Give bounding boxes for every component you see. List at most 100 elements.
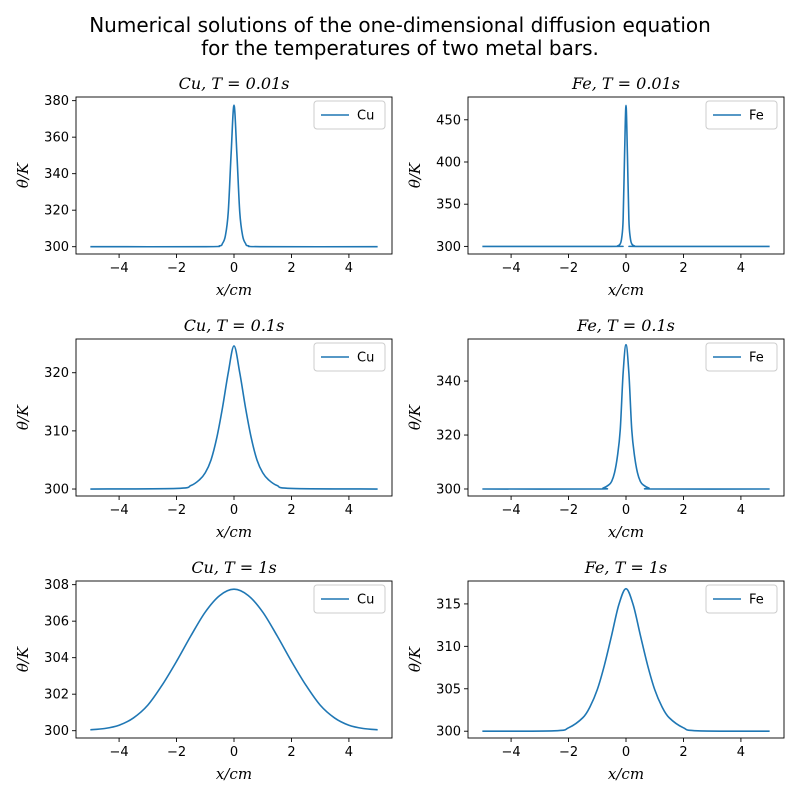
y-axis-label: θ/K: [406, 646, 424, 672]
legend-box: [705, 342, 778, 372]
y-tick-label: 306: [44, 615, 69, 630]
y-tick-label: 340: [44, 167, 69, 182]
x-axis-label: x/cm: [216, 765, 252, 783]
y-tick-label: 350: [436, 198, 461, 213]
y-tick-label: 310: [44, 424, 69, 439]
legend: Fe: [705, 342, 778, 372]
x-tick-label: 4: [345, 261, 353, 276]
x-tick-label: 2: [679, 745, 687, 760]
series-line-cu: [90, 345, 378, 490]
x-tick-label: 0: [622, 503, 630, 518]
subplot-title: Cu, T = 1s: [191, 558, 276, 577]
y-axis-label: θ/K: [406, 162, 424, 188]
y-tick-label: 302: [44, 688, 69, 703]
series-line-cu: [90, 104, 378, 248]
x-tick-label: −2: [167, 745, 186, 760]
x-tick-label: 0: [230, 745, 238, 760]
x-tick-label: −2: [167, 261, 186, 276]
x-axis-label: x/cm: [608, 281, 644, 299]
y-tick-label: 310: [436, 640, 461, 655]
x-tick-label: 2: [287, 745, 295, 760]
x-tick-label: −2: [167, 503, 186, 518]
series-line-fe: [482, 587, 770, 733]
legend-box: [313, 342, 386, 372]
x-tick-label: −4: [110, 503, 129, 518]
series-line-fe: [482, 343, 770, 490]
legend: Cu: [313, 100, 386, 130]
subplot-title: Fe, T = 0.01s: [571, 74, 680, 93]
subplot-title: Fe, T = 0.1s: [576, 316, 675, 335]
y-axis-label: θ/K: [406, 404, 424, 430]
subplot-5: Cu, T = 1s −4 −2 0 2 4 300 302 304 306 308 x/cm θ/K C…: [14, 558, 393, 783]
legend-box: [313, 584, 386, 614]
x-tick-label: 4: [345, 745, 353, 760]
legend: Cu: [313, 584, 386, 614]
legend: Fe: [705, 584, 778, 614]
x-axis-label: x/cm: [608, 523, 644, 541]
y-tick-label: 360: [44, 131, 69, 146]
y-tick-label: 304: [44, 651, 69, 666]
y-tick-label: 315: [436, 597, 461, 612]
legend-box: [705, 100, 778, 130]
y-axis-label: θ/K: [14, 162, 32, 188]
subplot-6: Fe, T = 1s −4 −2 0 2 4 300 305 310 315 x/cm θ/K Fe: [406, 558, 785, 783]
x-tick-label: −4: [502, 261, 521, 276]
y-axis-label: θ/K: [14, 404, 32, 430]
legend-box: [705, 584, 778, 614]
x-tick-label: −2: [559, 745, 578, 760]
subplot-3: Cu, T = 0.1s −4 −2 0 2 4 300 310 320 x/cm θ/K Cu: [14, 316, 393, 541]
subplot-4: Fe, T = 0.1s −4 −2 0 2 4 300 320 340 x/cm θ/K Fe: [406, 316, 785, 541]
legend: Fe: [705, 100, 778, 130]
x-tick-label: 4: [737, 503, 745, 518]
y-axis-label: θ/K: [14, 646, 32, 672]
x-tick-label: 2: [287, 503, 295, 518]
x-axis-label: x/cm: [608, 765, 644, 783]
x-tick-label: 0: [230, 503, 238, 518]
legend-label: Fe: [749, 593, 764, 608]
legend-box: [313, 100, 386, 130]
y-tick-label: 308: [44, 578, 69, 593]
y-tick-label: 320: [436, 429, 461, 444]
x-tick-label: −4: [502, 745, 521, 760]
y-tick-label: 300: [436, 240, 461, 255]
x-axis-label: x/cm: [216, 281, 252, 299]
y-tick-label: 320: [44, 204, 69, 219]
figure-suptitle-line-1: Numerical solutions of the one-dimension…: [89, 13, 711, 37]
legend-label: Cu: [357, 593, 374, 608]
x-tick-label: −2: [559, 261, 578, 276]
x-tick-label: 4: [345, 503, 353, 518]
x-tick-label: 0: [622, 745, 630, 760]
x-tick-label: −4: [502, 503, 521, 518]
subplot-title: Cu, T = 0.1s: [184, 316, 285, 335]
y-tick-label: 340: [436, 375, 461, 390]
legend: Cu: [313, 342, 386, 372]
x-tick-label: 4: [737, 745, 745, 760]
y-tick-label: 300: [436, 482, 461, 497]
subplot-1: Cu, T = 0.01s −4 −2 0 2 4 300 320 340 360 380 x/cm θ…: [14, 74, 393, 299]
y-tick-label: 305: [436, 682, 461, 697]
x-tick-label: −2: [559, 503, 578, 518]
x-tick-label: 0: [622, 261, 630, 276]
subplot-2: Fe, T = 0.01s −4 −2 0 2 4 300 350 400 450 x/cm θ/K F…: [406, 74, 785, 299]
legend-label: Fe: [749, 109, 764, 124]
x-tick-label: 0: [230, 261, 238, 276]
x-tick-label: 2: [679, 261, 687, 276]
x-tick-label: 4: [737, 261, 745, 276]
series-line-cu: [90, 588, 378, 731]
y-tick-label: 300: [44, 724, 69, 739]
y-tick-label: 450: [436, 113, 461, 128]
subplot-grid: Cu, T = 0.01s −4 −2 0 2 4 300 320 340 360 380 x/cm θ…: [14, 74, 785, 783]
legend-label: Cu: [357, 351, 374, 366]
subplot-title: Cu, T = 0.01s: [179, 74, 290, 93]
subplot-title: Fe, T = 1s: [584, 558, 668, 577]
y-tick-label: 400: [436, 155, 461, 170]
y-tick-label: 380: [44, 94, 69, 109]
x-tick-label: −4: [110, 745, 129, 760]
y-tick-label: 320: [44, 366, 69, 381]
x-axis-label: x/cm: [216, 523, 252, 541]
x-tick-label: 2: [679, 503, 687, 518]
y-tick-label: 300: [44, 483, 69, 498]
legend-label: Fe: [749, 351, 764, 366]
x-tick-label: 2: [287, 261, 295, 276]
